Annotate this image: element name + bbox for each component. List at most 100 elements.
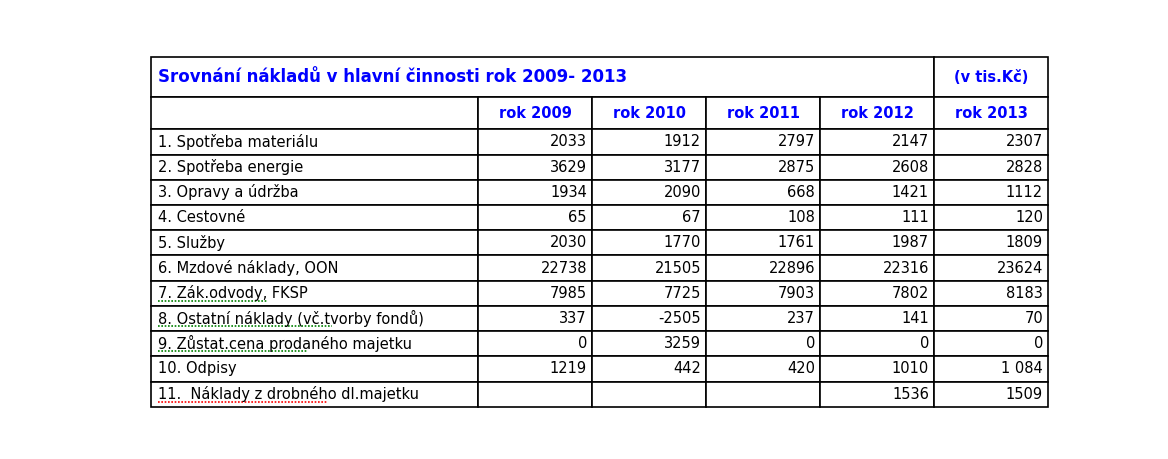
Text: 22896: 22896: [769, 261, 815, 275]
Bar: [934, 331, 1049, 356]
Text: 3259: 3259: [663, 336, 701, 351]
Bar: [820, 331, 934, 356]
Text: 1. Spotřeba materiálu: 1. Spotřeba materiálu: [158, 134, 318, 150]
Bar: [820, 230, 934, 255]
Text: 65: 65: [569, 210, 586, 225]
Bar: [592, 155, 707, 180]
Bar: [820, 205, 934, 230]
Bar: [478, 97, 592, 129]
Bar: [707, 155, 820, 180]
Text: 7725: 7725: [663, 286, 701, 301]
Text: 1770: 1770: [663, 235, 701, 250]
Text: 1 084: 1 084: [1001, 361, 1043, 376]
Bar: [151, 356, 478, 381]
Text: 7802: 7802: [891, 286, 929, 301]
Bar: [820, 97, 934, 129]
Text: 8183: 8183: [1006, 286, 1043, 301]
Text: 2797: 2797: [778, 134, 815, 150]
Bar: [707, 280, 820, 306]
Bar: [707, 356, 820, 381]
Text: 3629: 3629: [550, 160, 586, 174]
Bar: [707, 180, 820, 205]
Text: 3177: 3177: [663, 160, 701, 174]
Text: 2875: 2875: [778, 160, 815, 174]
Text: rok 2010: rok 2010: [613, 106, 686, 121]
Bar: [478, 155, 592, 180]
Bar: [151, 129, 478, 155]
Text: 2. Spotřeba energie: 2. Spotřeba energie: [158, 159, 303, 175]
Text: 1934: 1934: [550, 185, 586, 200]
Text: 7903: 7903: [778, 286, 815, 301]
Bar: [151, 205, 478, 230]
Bar: [592, 97, 707, 129]
Text: 11.  Náklady z drobného dl.majetku: 11. Náklady z drobného dl.majetku: [158, 386, 419, 402]
Text: 1421: 1421: [892, 185, 929, 200]
Bar: [151, 280, 478, 306]
Text: 2828: 2828: [1006, 160, 1043, 174]
Bar: [934, 205, 1049, 230]
Text: 1912: 1912: [663, 134, 701, 150]
Text: 442: 442: [673, 361, 701, 376]
Bar: [592, 331, 707, 356]
Bar: [820, 180, 934, 205]
Bar: [592, 205, 707, 230]
Bar: [592, 280, 707, 306]
Text: (v tis.Kč): (v tis.Kč): [954, 70, 1029, 84]
Text: 10. Odpisy: 10. Odpisy: [158, 361, 236, 376]
Bar: [820, 356, 934, 381]
Bar: [151, 97, 478, 129]
Bar: [820, 381, 934, 407]
Bar: [592, 255, 707, 280]
Text: 0: 0: [919, 336, 929, 351]
Bar: [151, 57, 934, 97]
Text: 3. Opravy a údržba: 3. Opravy a údržba: [158, 185, 298, 201]
Bar: [934, 356, 1049, 381]
Bar: [478, 180, 592, 205]
Bar: [478, 129, 592, 155]
Text: 22738: 22738: [541, 261, 586, 275]
Text: 9. Zůstat.cena prodaného majetku: 9. Zůstat.cena prodaného majetku: [158, 335, 412, 352]
Bar: [820, 129, 934, 155]
Bar: [934, 255, 1049, 280]
Text: rok 2012: rok 2012: [841, 106, 913, 121]
Bar: [151, 331, 478, 356]
Text: 1010: 1010: [891, 361, 929, 376]
Text: 337: 337: [559, 311, 586, 326]
Text: 1219: 1219: [550, 361, 586, 376]
Text: 21505: 21505: [654, 261, 701, 275]
Text: 23624: 23624: [996, 261, 1043, 275]
Bar: [478, 230, 592, 255]
Text: 6. Mzdové náklady, OON: 6. Mzdové náklady, OON: [158, 260, 339, 276]
Bar: [820, 306, 934, 331]
Bar: [934, 57, 1049, 97]
Text: 8. Ostatní náklady (vč.tvorby fondů): 8. Ostatní náklady (vč.tvorby fondů): [158, 310, 424, 327]
Text: 1987: 1987: [892, 235, 929, 250]
Text: 2307: 2307: [1006, 134, 1043, 150]
Bar: [934, 155, 1049, 180]
Bar: [151, 381, 478, 407]
Text: 1536: 1536: [892, 386, 929, 402]
Bar: [820, 255, 934, 280]
Text: 67: 67: [682, 210, 701, 225]
Text: 2090: 2090: [663, 185, 701, 200]
Bar: [934, 97, 1049, 129]
Text: 668: 668: [787, 185, 815, 200]
Bar: [707, 97, 820, 129]
Bar: [478, 255, 592, 280]
Bar: [707, 306, 820, 331]
Text: 111: 111: [902, 210, 929, 225]
Bar: [478, 381, 592, 407]
Text: 5. Služby: 5. Služby: [158, 235, 224, 251]
Bar: [820, 280, 934, 306]
Text: 420: 420: [787, 361, 815, 376]
Text: 0: 0: [1034, 336, 1043, 351]
Text: 2608: 2608: [891, 160, 929, 174]
Text: 141: 141: [902, 311, 929, 326]
Text: 237: 237: [787, 311, 815, 326]
Bar: [151, 180, 478, 205]
Bar: [592, 356, 707, 381]
Bar: [151, 255, 478, 280]
Bar: [478, 356, 592, 381]
Bar: [707, 331, 820, 356]
Text: 0: 0: [577, 336, 586, 351]
